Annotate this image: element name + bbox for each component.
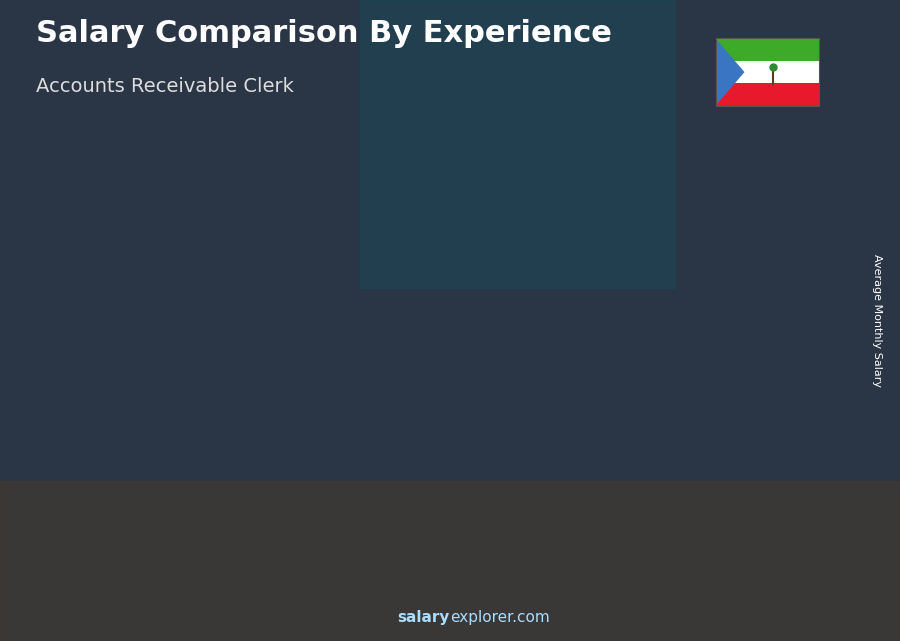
- Bar: [716, 61, 819, 83]
- Bar: [0, 481, 900, 641]
- Text: explorer.com: explorer.com: [450, 610, 550, 625]
- Text: 0 XAF: 0 XAF: [347, 365, 383, 378]
- Polygon shape: [580, 237, 658, 243]
- Polygon shape: [200, 446, 278, 452]
- Polygon shape: [326, 383, 405, 389]
- Bar: [716, 38, 819, 61]
- Bar: [73, 497, 139, 567]
- Polygon shape: [645, 237, 658, 567]
- Text: Accounts Receivable Clerk: Accounts Receivable Clerk: [36, 77, 294, 96]
- Polygon shape: [772, 174, 785, 567]
- Text: Average Monthly Salary: Average Monthly Salary: [872, 254, 883, 387]
- Text: 0 XAF: 0 XAF: [601, 219, 637, 232]
- Text: salary: salary: [398, 610, 450, 625]
- Polygon shape: [706, 174, 785, 180]
- Text: 0 XAF: 0 XAF: [474, 303, 510, 316]
- Text: 0 XAF: 0 XAF: [94, 474, 130, 487]
- Polygon shape: [266, 446, 278, 567]
- Bar: [200, 452, 266, 567]
- Text: 0 XAF: 0 XAF: [220, 428, 256, 441]
- Polygon shape: [392, 383, 405, 567]
- Polygon shape: [453, 320, 532, 326]
- Text: 0 XAF: 0 XAF: [727, 156, 764, 170]
- Bar: [716, 83, 819, 106]
- Text: +nan%: +nan%: [380, 255, 446, 273]
- Polygon shape: [518, 320, 532, 567]
- Polygon shape: [139, 491, 151, 567]
- Bar: [326, 389, 392, 567]
- Text: Salary Comparison By Experience: Salary Comparison By Experience: [36, 19, 612, 48]
- Text: +nan%: +nan%: [253, 322, 319, 340]
- Bar: [453, 326, 518, 567]
- Bar: [580, 243, 645, 567]
- Polygon shape: [716, 38, 744, 106]
- Text: +nan%: +nan%: [126, 389, 192, 407]
- Text: +nan%: +nan%: [633, 101, 698, 119]
- Polygon shape: [360, 0, 675, 288]
- Bar: [706, 180, 772, 567]
- Text: +nan%: +nan%: [507, 168, 572, 186]
- Polygon shape: [73, 491, 151, 497]
